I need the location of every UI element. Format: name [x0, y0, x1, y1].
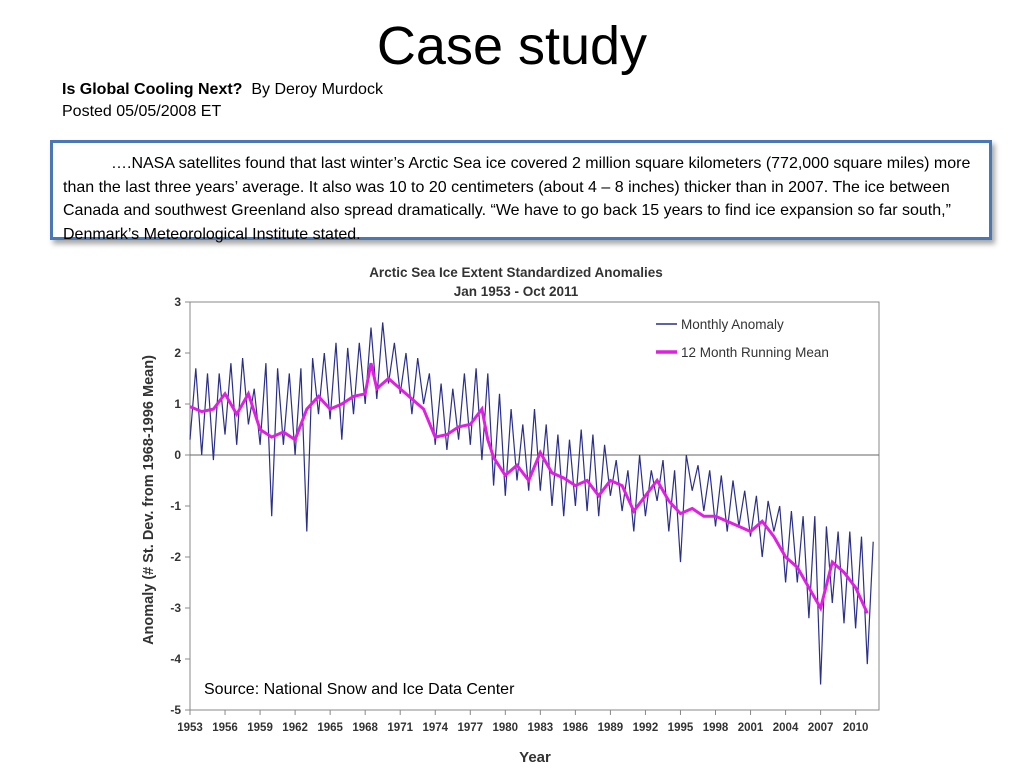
- x-tick-label: 1956: [212, 722, 238, 734]
- x-axis-ticks: 1953 1956 1959 1962 1965 1968 1971 1974 1977 1980…: [177, 710, 868, 734]
- article-title-line: Is Global Cooling Next? By Deroy Murdock: [62, 79, 383, 101]
- x-tick-label: 1992: [633, 722, 659, 734]
- x-tick-label: 1959: [247, 722, 273, 734]
- x-tick-label: 1962: [282, 722, 308, 734]
- x-axis-label: Year: [519, 749, 551, 766]
- x-tick-label: 1977: [457, 722, 483, 734]
- plot-frame: [189, 301, 880, 711]
- quote-text: ….NASA satellites found that last winter…: [63, 155, 971, 243]
- y-tick-label: -5: [170, 703, 181, 717]
- x-tick-label: 1986: [563, 722, 589, 734]
- article-byline: Is Global Cooling Next? By Deroy Murdock…: [62, 79, 383, 123]
- x-tick-label: 1971: [387, 722, 413, 734]
- y-tick-label: 2: [174, 346, 181, 360]
- y-tick-label: -4: [170, 652, 181, 666]
- x-tick-label: 1953: [177, 722, 203, 734]
- x-tick-label: 1980: [493, 722, 519, 734]
- series-running-mean-line: [189, 362, 869, 614]
- legend-label-monthly: Monthly Anomaly: [681, 317, 784, 332]
- article-author: By Deroy Murdock: [251, 81, 383, 98]
- legend-label-running: 12 Month Running Mean: [681, 345, 829, 360]
- y-axis-label: Anomaly (# St. Dev. from 1968-1996 Mean): [141, 355, 157, 645]
- x-tick-label: 1974: [422, 722, 448, 734]
- quote-box: ….NASA satellites found that last winter…: [50, 140, 992, 243]
- x-tick-label: 1995: [668, 722, 694, 734]
- article-title: Is Global Cooling Next?: [62, 81, 243, 98]
- x-tick-label: 2010: [843, 722, 869, 734]
- y-axis-ticks: 3 2 1 0 -1 -2 -3 -4 -5: [170, 295, 190, 717]
- y-tick-label: 1: [174, 397, 181, 411]
- x-tick-label: 2001: [738, 722, 764, 734]
- chart-title: Arctic Sea Ice Extent Standardized Anoma…: [369, 265, 663, 280]
- y-tick-label: -1: [170, 499, 181, 513]
- y-tick-label: -2: [170, 550, 181, 564]
- x-tick-label: 1983: [528, 722, 554, 734]
- chart-legend: Monthly Anomaly 12 Month Running Mean: [656, 317, 829, 360]
- slide-title: Case study: [376, 16, 648, 76]
- posted-date: Posted 05/05/2008 ET: [62, 103, 222, 120]
- x-tick-label: 2004: [773, 722, 799, 734]
- x-tick-label: 1989: [598, 722, 624, 734]
- x-tick-label: 1998: [703, 722, 729, 734]
- y-tick-label: -3: [170, 601, 181, 615]
- chart-subtitle: Jan 1953 - Oct 2011: [454, 284, 579, 299]
- x-tick-label: 1965: [317, 722, 343, 734]
- series-monthly-anomaly-line: [189, 322, 874, 685]
- x-tick-label: 1968: [352, 722, 378, 734]
- source-note: Source: National Snow and Ice Data Cente…: [204, 681, 515, 698]
- x-tick-label: 2007: [808, 722, 834, 734]
- y-tick-label: 3: [174, 295, 181, 309]
- y-tick-label: 0: [174, 448, 181, 462]
